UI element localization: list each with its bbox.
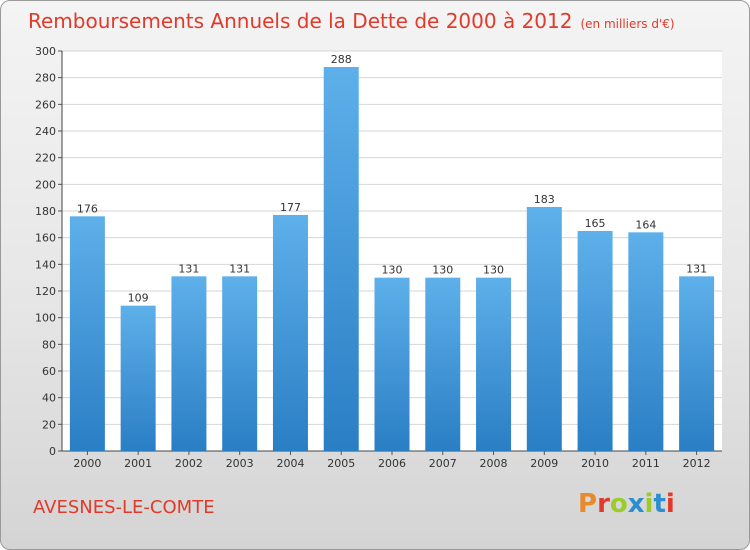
bar bbox=[171, 276, 207, 451]
y-tick-label: 40 bbox=[42, 392, 56, 405]
logo-letter: x bbox=[627, 489, 645, 519]
y-tick-label: 260 bbox=[35, 98, 56, 111]
city-name: AVESNES-LE-COMTE bbox=[33, 497, 215, 518]
bar bbox=[222, 276, 258, 451]
proxiti-logo: Proxiti bbox=[578, 489, 675, 519]
x-tick-label: 2008 bbox=[480, 457, 508, 470]
logo-letter: o bbox=[609, 489, 628, 519]
bar bbox=[120, 305, 156, 451]
bar bbox=[272, 215, 308, 451]
x-tick-label: 2000 bbox=[73, 457, 101, 470]
bar-value-label: 165 bbox=[585, 217, 606, 230]
bar bbox=[323, 67, 359, 451]
y-tick-label: 60 bbox=[42, 365, 56, 378]
y-tick-label: 0 bbox=[49, 445, 56, 458]
y-tick-label: 220 bbox=[35, 152, 56, 165]
chart-title-block: Remboursements Annuels de la Dette de 20… bbox=[28, 9, 675, 33]
logo-letter: i bbox=[665, 489, 675, 519]
y-tick-label: 300 bbox=[35, 45, 56, 58]
bar bbox=[577, 231, 613, 451]
bar bbox=[374, 277, 410, 451]
y-tick-label: 100 bbox=[35, 312, 56, 325]
logo-letter: i bbox=[644, 489, 654, 519]
y-tick-label: 140 bbox=[35, 258, 56, 271]
bar-value-label: 130 bbox=[382, 264, 403, 277]
bar-value-label: 131 bbox=[229, 262, 250, 275]
bar bbox=[476, 277, 512, 451]
x-tick-label: 2009 bbox=[530, 457, 558, 470]
logo-letter: r bbox=[597, 489, 610, 519]
x-tick-label: 2007 bbox=[429, 457, 457, 470]
x-tick-label: 2001 bbox=[124, 457, 152, 470]
x-tick-label: 2005 bbox=[327, 457, 355, 470]
bar-value-label: 131 bbox=[686, 262, 707, 275]
y-tick-label: 280 bbox=[35, 72, 56, 85]
bar-value-label: 109 bbox=[128, 292, 149, 305]
bar bbox=[679, 276, 715, 451]
logo-letter: P bbox=[578, 489, 598, 519]
bar-value-label: 130 bbox=[483, 264, 504, 277]
x-tick-label: 2006 bbox=[378, 457, 406, 470]
x-tick-label: 2003 bbox=[226, 457, 254, 470]
x-tick-label: 2002 bbox=[175, 457, 203, 470]
bar-value-label: 288 bbox=[331, 53, 352, 66]
x-tick-label: 2011 bbox=[632, 457, 660, 470]
y-tick-label: 180 bbox=[35, 205, 56, 218]
bar-value-label: 131 bbox=[178, 262, 199, 275]
y-tick-label: 240 bbox=[35, 125, 56, 138]
chart-title: Remboursements Annuels de la Dette de 20… bbox=[28, 9, 573, 33]
y-tick-label: 20 bbox=[42, 418, 56, 431]
bar-value-label: 130 bbox=[432, 264, 453, 277]
bar bbox=[526, 207, 562, 451]
x-tick-label: 2012 bbox=[683, 457, 711, 470]
chart-subtitle: (en milliers d'€) bbox=[580, 17, 675, 31]
x-tick-label: 2010 bbox=[581, 457, 609, 470]
bar-value-label: 176 bbox=[77, 202, 98, 215]
bar bbox=[69, 216, 105, 451]
y-tick-label: 80 bbox=[42, 338, 56, 351]
y-tick-label: 120 bbox=[35, 285, 56, 298]
bar bbox=[425, 277, 461, 451]
x-tick-label: 2004 bbox=[276, 457, 304, 470]
bar bbox=[628, 232, 664, 451]
bar-value-label: 183 bbox=[534, 193, 555, 206]
bar-value-label: 164 bbox=[635, 218, 656, 231]
bar-value-label: 177 bbox=[280, 201, 301, 214]
y-tick-label: 160 bbox=[35, 232, 56, 245]
logo-letter: t bbox=[653, 489, 666, 519]
y-tick-label: 200 bbox=[35, 178, 56, 191]
